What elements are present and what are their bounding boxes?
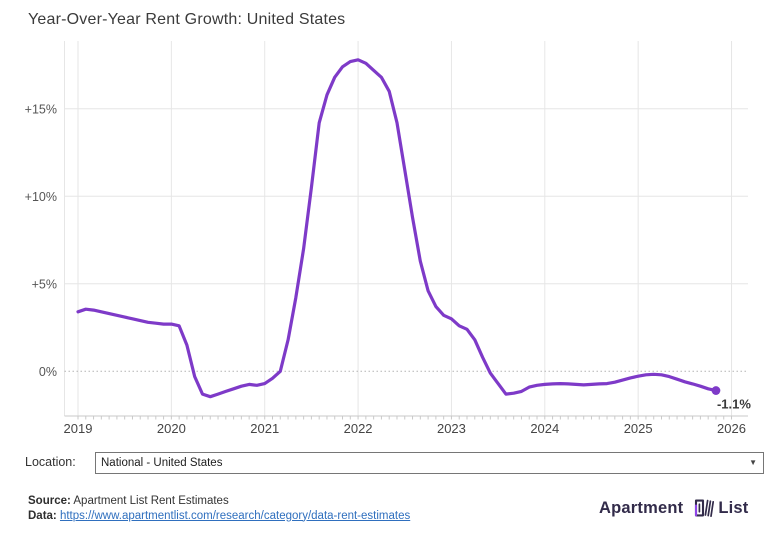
svg-text:2025: 2025: [624, 421, 653, 436]
data-link[interactable]: https://www.apartmentlist.com/research/c…: [59, 509, 411, 522]
svg-text:+5%: +5%: [32, 277, 57, 291]
source-line: Source: Apartment List Rent Estimates: [28, 494, 410, 509]
svg-text:2020: 2020: [157, 421, 186, 436]
logo-word-list: List: [718, 498, 749, 517]
chevron-down-icon: ▼: [749, 458, 757, 467]
data-label: Data:: [28, 509, 57, 522]
apartment-list-logo-icon: [695, 499, 715, 518]
svg-text:2023: 2023: [437, 421, 466, 436]
footer: Source: Apartment List Rent Estimates Da…: [28, 494, 410, 523]
chart-title: Year-Over-Year Rent Growth: United State…: [28, 11, 346, 28]
svg-text:0%: 0%: [39, 365, 57, 379]
data-line: Data: https://www.apartmentlist.com/rese…: [28, 509, 410, 524]
svg-text:+15%: +15%: [25, 102, 57, 116]
source-text: Apartment List Rent Estimates: [70, 495, 229, 507]
svg-text:2026: 2026: [717, 421, 746, 436]
svg-text:2019: 2019: [64, 421, 93, 436]
svg-text:2022: 2022: [344, 421, 373, 436]
svg-text:2021: 2021: [250, 421, 279, 436]
apartment-list-logo: Apartment List: [599, 495, 748, 521]
source-label: Source:: [28, 495, 71, 507]
location-selected-value: National - United States: [101, 457, 223, 469]
svg-text:2024: 2024: [530, 421, 559, 436]
svg-text:+10%: +10%: [25, 190, 57, 204]
location-select[interactable]: National - United States ▼: [95, 452, 764, 474]
svg-text:-1.1%: -1.1%: [717, 397, 751, 412]
location-label: Location:: [25, 455, 76, 469]
logo-word-apartment: Apartment: [599, 498, 684, 517]
